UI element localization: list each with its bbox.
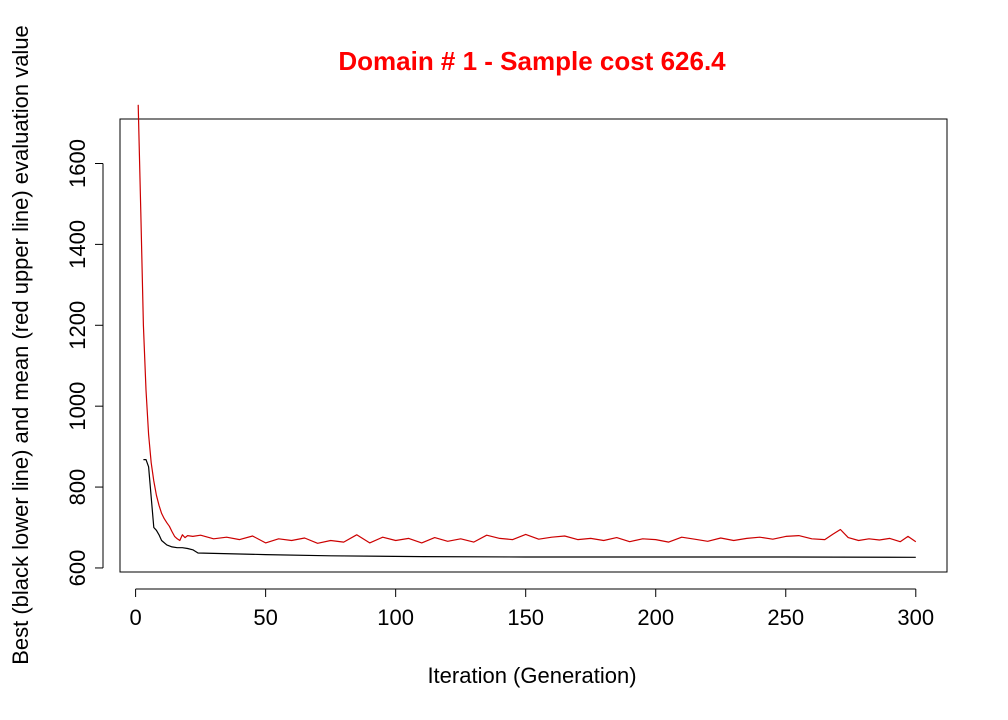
series-line-mean — [137, 104, 917, 544]
y-tick-label: 1200 — [65, 301, 90, 350]
x-axis: 0 50 100 150 200 250 300 — [129, 588, 934, 630]
series-line-best — [143, 459, 916, 558]
x-tick-label: 200 — [637, 605, 674, 630]
y-tick-label: 1600 — [65, 139, 90, 188]
series-layer — [137, 104, 917, 558]
y-tick-label: 800 — [65, 469, 90, 506]
chart-title: Domain # 1 - Sample cost 626.4 — [338, 46, 726, 76]
x-tick-label: 300 — [897, 605, 934, 630]
y-tick-label: 1000 — [65, 382, 90, 431]
x-tick-label: 150 — [507, 605, 544, 630]
y-axis-label: Best (black lower line) and mean (red up… — [8, 25, 33, 665]
y-tick-label: 600 — [65, 550, 90, 587]
x-tick-label: 50 — [253, 605, 277, 630]
x-tick-label: 250 — [767, 605, 804, 630]
y-axis: 600 800 1000 1200 1400 1600 — [65, 139, 104, 587]
x-tick-label: 0 — [129, 605, 141, 630]
x-tick-label: 100 — [377, 605, 414, 630]
plot-frame — [119, 118, 948, 573]
x-axis-label: Iteration (Generation) — [427, 663, 636, 688]
y-tick-label: 1400 — [65, 220, 90, 269]
